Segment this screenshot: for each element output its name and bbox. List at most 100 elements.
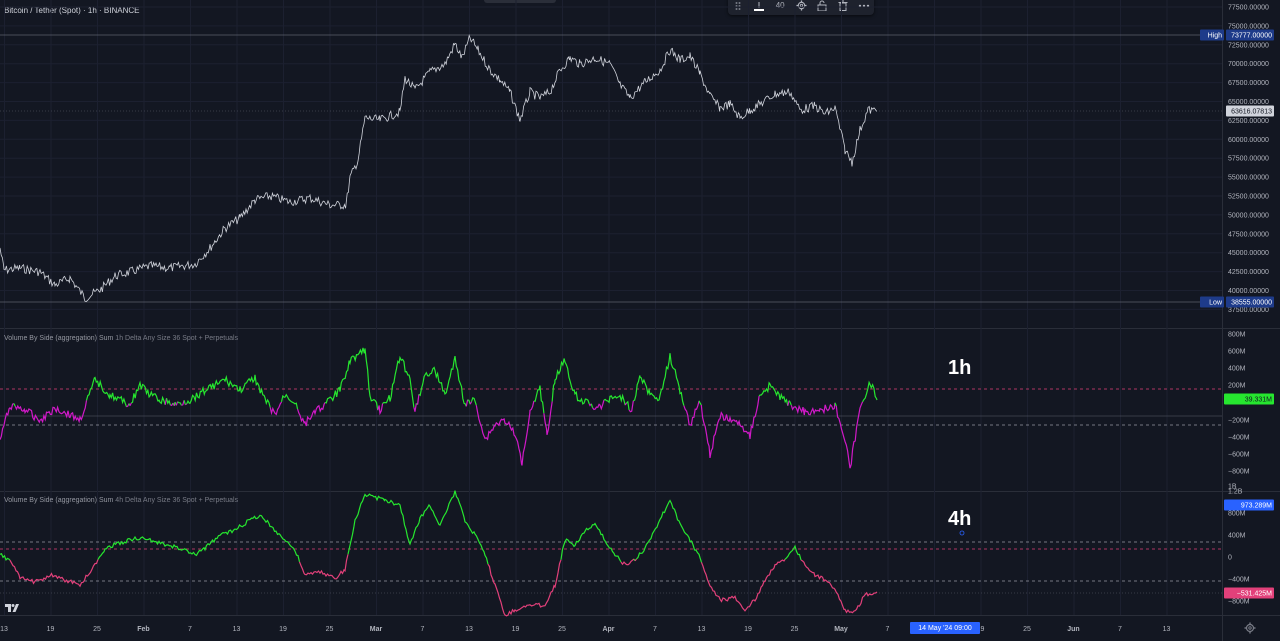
price-tick-label: 52500.00000 [1228,194,1269,201]
time-axis-label: 25 [558,626,566,633]
time-axis-label: 13 [465,626,473,633]
ind4h-series-segment [97,514,301,563]
time-axis-label: May [834,626,848,633]
price-tick-label: 40000.00000 [1228,288,1269,295]
ind4h-series-segment [298,554,349,580]
ind1h-tick-label: 200M [1228,383,1246,390]
ind4h-series-segment [636,499,703,563]
ind1h-series-segment [269,401,283,416]
drag-handle-icon[interactable] [728,0,749,15]
indicator-4h-params: 4h Delta Any Size 36 Spot + Perpetuals [115,497,239,504]
ind1h-series-segment [175,401,179,406]
ind1h-series-segment [626,400,630,411]
ind1h-series-segment [543,401,553,435]
price-series-line [0,34,878,303]
price-tick-label: 57500.00000 [1228,156,1269,163]
ind1h-series-segment [377,403,384,416]
time-axis-label: 25 [93,626,101,633]
ind1h-tick-label: 800M [1228,332,1246,339]
ind1h-series-segment [470,396,477,406]
line-width-value[interactable]: 40 [775,1,785,10]
ind1h-series-segment [551,358,590,405]
last-price-badge: 63616.07813 [1231,109,1272,116]
ind4h-tick-label: 400M [1228,533,1246,540]
crosshair-marker [959,530,965,536]
price-tick-label: 70000.00000 [1228,61,1269,68]
ind1h-series-segment [862,380,878,403]
ind4h-series-segment [347,490,489,565]
cursor-date-badge: 14 May '24 09:00 [910,622,980,634]
ind1h-series-segment [177,401,183,406]
ind1h-series-segment [186,374,271,408]
price-tick-label: 62500.00000 [1228,118,1269,125]
ind1h-series-segment [628,400,634,413]
ind1h-series-segment [297,402,326,427]
top-panel-handle [484,0,556,3]
low-value-badge-bg [1226,296,1274,308]
ind1h-series-segment [382,355,415,408]
ind1h-series-segment [533,385,545,414]
ind1h-tick-label: −600M [1228,452,1250,459]
ind1h-series-segment [417,394,420,405]
time-axis-label: 25 [326,626,334,633]
low-label-badge-bg [1200,296,1224,308]
ind1h-series-segment [130,380,166,405]
time-axis-label: 13 [0,626,8,633]
more-icon[interactable] [853,0,874,15]
ind1h-series-segment [835,401,864,469]
price-tick-label: 47500.00000 [1228,231,1269,238]
time-axis-label: Mar [370,626,383,633]
last-price-badge-bg [1226,105,1274,117]
ind1h-series-segment [788,400,792,406]
ind4h-top-value-badge-bg [1224,499,1274,511]
time-axis-label: 7 [1118,626,1122,633]
price-tick-label: 67500.00000 [1228,80,1269,87]
price-tick-label: 60000.00000 [1228,137,1269,144]
ind1h-tick-label: 600M [1228,349,1246,356]
high-label-badge: High [1208,33,1223,40]
settings-gear-icon[interactable] [1244,622,1256,634]
ind4h-series-segment [9,559,99,588]
ind1h-series-segment [85,376,128,408]
indicator-1h-name: Volume By Side (aggregation) Sum [4,335,114,342]
ind1h-series-segment [633,353,685,406]
lock-icon[interactable] [811,0,832,15]
high-value-badge-bg [1226,29,1274,41]
label-4h: 4h [948,508,972,530]
ind1h-series-segment [624,402,628,406]
price-tick-label: 55000.00000 [1228,175,1269,182]
symbol-title[interactable]: Bitcoin / Tether (Spot) · 1h · BINANCE [4,6,140,15]
ind1h-tick-label: 400M [1228,366,1246,373]
ind1h-series-segment [698,400,702,406]
tradingview-logo[interactable] [5,603,19,613]
time-axis-label: 19 [47,626,55,633]
time-axis-label: 19 [977,626,985,633]
time-axis-label: 19 [512,626,520,633]
low-value-badge: 38555.00000 [1231,300,1272,307]
ind4h-last-value-badge: −531.425M [1237,591,1272,598]
ind1h-series-segment [126,403,130,408]
ind4h-tick-label: 1B [1228,484,1237,491]
ind4h-series-segment [560,522,622,563]
low-label-badge: Low [1209,300,1223,307]
indicator-4h-title[interactable]: Volume By Side (aggregation) Sum 4h Delt… [4,497,238,504]
ind1h-series-segment [834,402,837,407]
ind4h-series-segment [700,558,786,612]
time-axis-label: 13 [233,626,241,633]
high-label-badge-bg [1200,29,1224,41]
ind1h-series-segment [13,403,16,407]
ind1h-series-segment [324,347,379,411]
ind1h-series-segment [790,402,836,416]
ind1h-series-segment [592,400,605,411]
indicator-1h-title[interactable]: Volume By Side (aggregation) Sum 1h Delt… [4,335,238,342]
ind4h-tick-label: −800M [1228,599,1250,606]
indicator-4h-name: Volume By Side (aggregation) Sum [4,497,114,504]
ind1h-series-segment [280,393,299,410]
label-1h: 1h [948,357,972,379]
ind1h-series-segment [683,400,700,426]
ind1h-series-segment [181,400,185,406]
ind4h-last-value-badge-bg [1224,587,1274,599]
time-axis-label: 13 [698,626,706,633]
gear-icon[interactable] [791,0,812,15]
